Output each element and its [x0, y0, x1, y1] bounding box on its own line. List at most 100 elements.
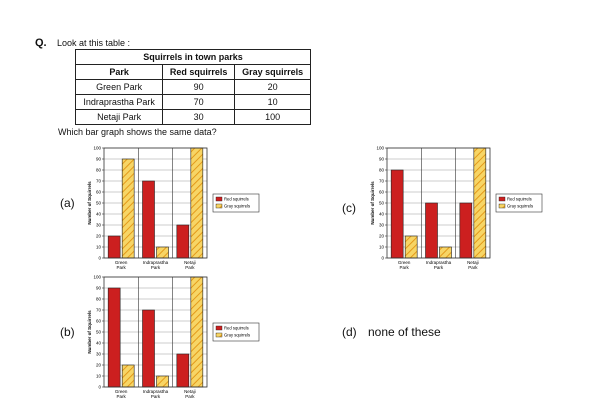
table-cell: Indraprastha Park [74, 94, 164, 110]
option-c-label[interactable]: (c) [342, 201, 356, 215]
bar-red-squirrels [107, 287, 121, 388]
x-tick-label: Park [434, 265, 444, 270]
y-tick-label: 10 [96, 374, 102, 379]
y-tick-label: 30 [96, 223, 102, 228]
option-d-label[interactable]: (d) [342, 325, 357, 339]
x-tick-label: Indraprastha [143, 389, 169, 394]
bar-gray-squirrels [190, 276, 204, 388]
x-tick-label: Netaji [184, 260, 196, 265]
legend-swatch-gray [215, 203, 223, 209]
header-park: Park [74, 64, 164, 80]
y-tick-label: 50 [96, 330, 102, 335]
y-tick-label: 50 [96, 201, 102, 206]
y-tick-label: 40 [96, 341, 102, 346]
bar-gray-squirrels [439, 246, 452, 259]
option-a-label[interactable]: (a) [60, 196, 75, 210]
y-tick-label: 80 [379, 168, 385, 173]
y-tick-label: 40 [96, 212, 102, 217]
question-number: Q. [35, 37, 47, 49]
bar-red-squirrels [459, 202, 473, 259]
bar-gray-squirrels [121, 364, 135, 388]
y-tick-label: 10 [96, 245, 102, 250]
y-tick-label: 0 [381, 256, 384, 261]
y-tick-label: 90 [379, 157, 385, 162]
y-tick-label: 30 [379, 223, 385, 228]
legend-label: Red squirrels [224, 197, 249, 202]
bar-gray-squirrels [156, 246, 169, 259]
table-cell: 20 [234, 79, 311, 95]
y-tick-label: 90 [96, 157, 102, 162]
legend-label: Red squirrels [224, 326, 249, 331]
table-cell: 70 [162, 94, 236, 110]
bar-gray-squirrels [156, 375, 169, 388]
x-tick-label: Green [115, 389, 128, 394]
y-tick-label: 100 [93, 275, 101, 280]
table-header-row: Park Red squirrels Gray squirrels [74, 64, 311, 80]
y-tick-label: 90 [96, 286, 102, 291]
y-axis-label: Number of Squirrels [87, 310, 92, 354]
legend-swatch-red [498, 196, 506, 202]
x-tick-label: Green [115, 260, 128, 265]
y-tick-label: 0 [98, 385, 101, 390]
y-axis-label: Number of Squirrels [370, 181, 375, 225]
y-tick-label: 70 [96, 179, 102, 184]
legend-box [495, 193, 543, 213]
legend-label: Gray squirrels [224, 204, 250, 209]
table-cell: 100 [234, 109, 311, 125]
x-tick-label: Park [185, 394, 195, 399]
bar-red-squirrels [142, 309, 155, 388]
plot-frame [103, 276, 208, 388]
y-tick-label: 70 [379, 179, 385, 184]
y-tick-label: 100 [93, 146, 101, 151]
y-tick-label: 20 [96, 363, 102, 368]
legend-label: Gray squirrels [224, 333, 250, 338]
bar-red-squirrels [142, 180, 155, 259]
table-row: Indraprastha Park 70 10 [74, 94, 311, 110]
x-tick-label: Indraprastha [143, 260, 169, 265]
x-tick-label: Indraprastha [426, 260, 452, 265]
x-tick-label: Park [117, 394, 127, 399]
table-cell: 10 [234, 94, 311, 110]
x-tick-label: Park [468, 265, 478, 270]
table-row: Green Park 90 20 [74, 79, 311, 95]
question-intro: Look at this table : [57, 38, 131, 48]
bar-gray-squirrels [404, 235, 418, 259]
header-gray: Gray squirrels [234, 64, 311, 80]
option-b-label[interactable]: (b) [60, 325, 75, 339]
legend-swatch-red [215, 196, 223, 202]
y-tick-label: 70 [96, 308, 102, 313]
y-tick-label: 30 [96, 352, 102, 357]
plot-frame [103, 147, 208, 259]
bar-gray-squirrels [121, 158, 135, 259]
table-row: Netaji Park 30 100 [74, 109, 311, 125]
x-tick-label: Park [400, 265, 410, 270]
x-tick-label: Park [151, 265, 161, 270]
table-cell: 90 [162, 79, 236, 95]
y-tick-label: 60 [96, 319, 102, 324]
x-tick-label: Netaji [467, 260, 479, 265]
bar-red-squirrels [425, 202, 438, 259]
option-d-text[interactable]: none of these [368, 325, 441, 339]
legend-swatch-red [215, 325, 223, 331]
y-tick-label: 0 [98, 256, 101, 261]
y-tick-label: 60 [379, 190, 385, 195]
table-title-row: Squirrels in town parks [75, 49, 311, 65]
bar-chart-c[interactable]: Number of Squirrels 0 10 20 30 40 50 60 70 80 90 10… [367, 145, 597, 275]
y-tick-label: 60 [96, 190, 102, 195]
legend-box [212, 193, 260, 213]
legend-label: Red squirrels [507, 197, 532, 202]
bar-gray-squirrels [473, 147, 487, 259]
table-cell: Netaji Park [74, 109, 164, 125]
table-cell: 30 [162, 109, 236, 125]
plot-frame [386, 147, 491, 259]
x-tick-label: Netaji [184, 389, 196, 394]
x-tick-label: Park [151, 394, 161, 399]
table-cell: Green Park [74, 79, 164, 95]
squirrel-table: Squirrels in town parks Park Red squirre… [74, 49, 311, 125]
y-tick-label: 80 [96, 168, 102, 173]
bar-chart-a[interactable]: Number of Squirrels 0 10 20 30 40 50 60 70 80 90 10… [84, 145, 314, 275]
x-tick-label: Park [117, 265, 127, 270]
table-title: Squirrels in town parks [75, 49, 311, 65]
y-tick-label: 80 [96, 297, 102, 302]
bar-chart-b[interactable]: Number of Squirrels 0 10 20 30 40 50 60 70 80 90 10… [84, 274, 314, 404]
